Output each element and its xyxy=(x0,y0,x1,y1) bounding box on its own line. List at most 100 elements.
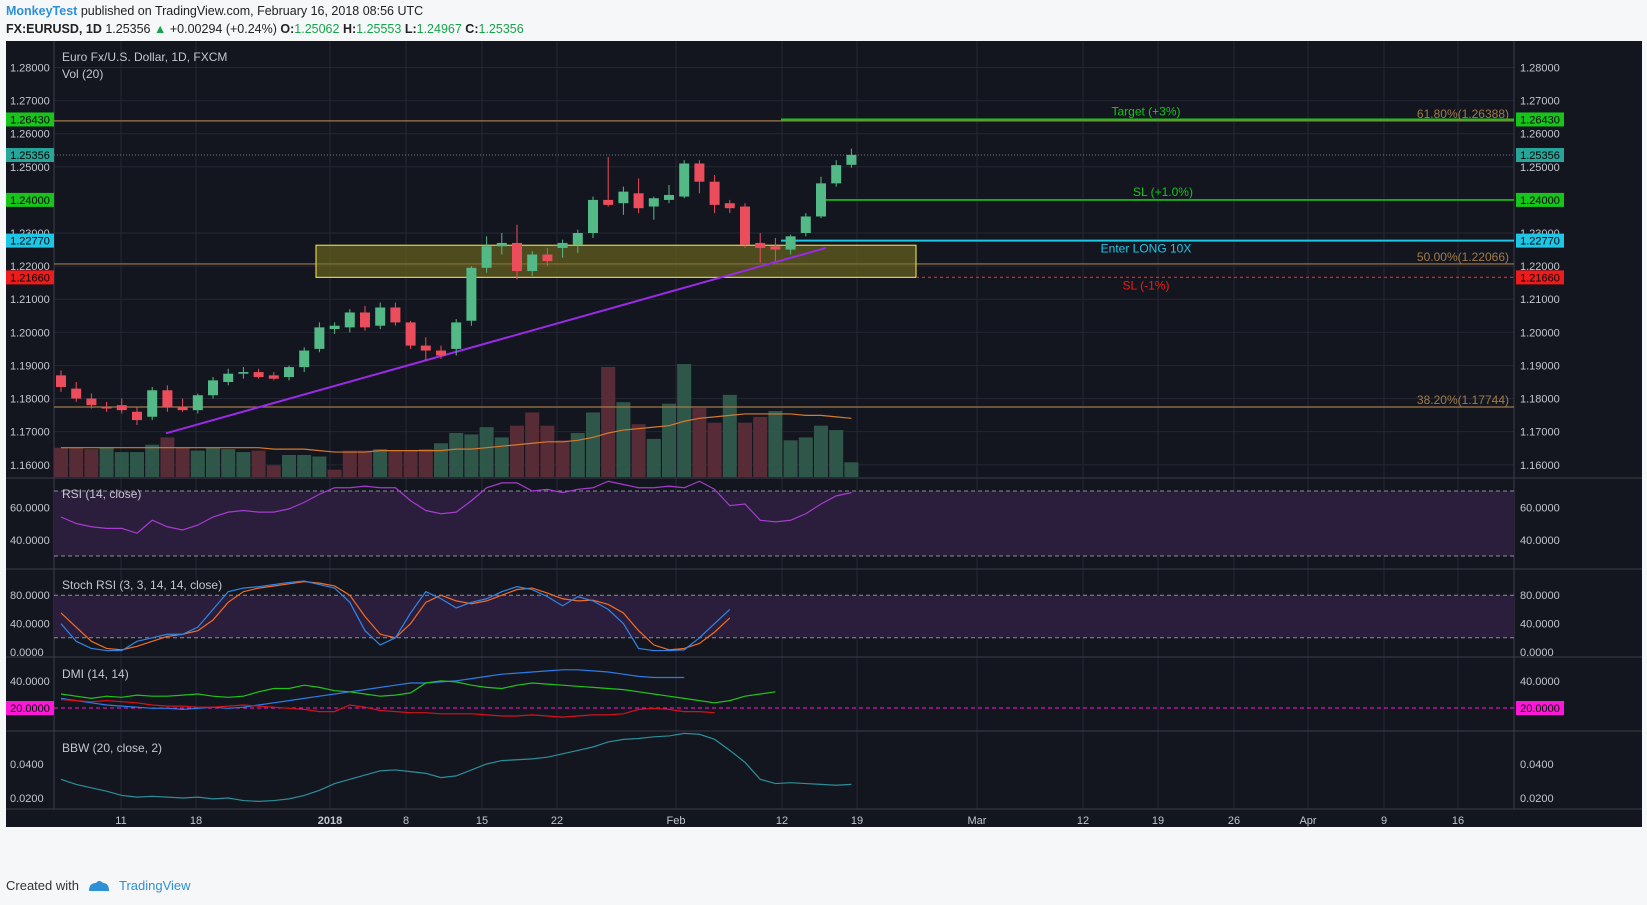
stoch-label: Stoch RSI (3, 3, 14, 14, close) xyxy=(62,578,222,592)
x-tick-label: 18 xyxy=(190,815,202,827)
x-tick-label: Apr xyxy=(1299,815,1316,827)
candle-body xyxy=(633,193,644,209)
candle-body xyxy=(192,395,203,411)
rsi-tick: 40.0000 xyxy=(1520,535,1560,547)
volume-bar xyxy=(616,402,631,477)
y-tick-label-left: 1.18000 xyxy=(10,394,50,406)
stoch-tick: 80.0000 xyxy=(1520,590,1560,602)
y-tick-label-right: 1.17000 xyxy=(1520,427,1560,439)
fib-50-label: 50.00%(1.22066) xyxy=(1417,250,1509,264)
symbol-name: FX:EURUSD, 1D xyxy=(6,22,102,36)
volume-bar xyxy=(753,416,768,477)
candle-body xyxy=(360,312,370,328)
buy-zone-rect xyxy=(315,244,917,278)
rsi-line xyxy=(60,480,852,534)
candle-body xyxy=(238,372,249,374)
candle-body xyxy=(664,194,674,200)
bbw-label: BBW (20, close, 2) xyxy=(62,741,162,755)
dmi-tick: 40.0000 xyxy=(1520,676,1560,688)
candle-body xyxy=(648,198,659,207)
volume-bar xyxy=(570,433,585,477)
volume-bar xyxy=(69,447,84,477)
volume-label: Vol (20) xyxy=(62,67,103,81)
open-label: O: xyxy=(280,22,295,36)
dmi-badge-right-text: 20.0000 xyxy=(1520,703,1560,715)
candle-body xyxy=(436,350,446,356)
y-tick-label-left: 1.22000 xyxy=(10,261,50,273)
footer: Created with TradingView xyxy=(6,878,191,893)
price-badge-right xyxy=(1516,112,1564,127)
dmi-plus-line xyxy=(60,680,776,704)
volume-bar xyxy=(646,438,661,477)
created-with-text: Created with xyxy=(6,878,79,893)
candle-body xyxy=(557,242,568,248)
volume-bar xyxy=(266,465,281,477)
x-tick-label: 19 xyxy=(1152,815,1164,827)
rsi-band xyxy=(54,491,1514,556)
volume-ma-line xyxy=(61,413,852,453)
candle-body xyxy=(618,191,629,204)
volume-bar xyxy=(738,422,752,477)
volume-bar xyxy=(631,424,646,477)
volume-bar xyxy=(388,450,403,477)
close-value: 1.25356 xyxy=(478,22,524,36)
last-price: 1.25356 xyxy=(105,22,151,36)
price-change: +0.00294 (+0.24%) xyxy=(169,22,277,36)
y-tick-label-right: 1.28000 xyxy=(1520,62,1560,74)
y-tick-label-right: 1.22000 xyxy=(1520,261,1560,273)
y-tick-label-right: 1.20000 xyxy=(1520,327,1560,339)
volume-bar xyxy=(403,450,418,477)
candle-body xyxy=(785,236,796,250)
y-tick-label-right: 1.18000 xyxy=(1520,394,1560,406)
low-label: L: xyxy=(404,22,417,36)
bbw-tick-left: 0.0400 xyxy=(10,759,44,771)
rsi-tick-left: 40.0000 xyxy=(10,535,50,547)
volume-bar xyxy=(464,434,479,477)
candle-body xyxy=(846,154,857,165)
volume-bar xyxy=(130,452,144,477)
x-tick-label: 9 xyxy=(1381,815,1387,827)
candle-body xyxy=(314,327,325,349)
candle-body xyxy=(831,165,842,184)
volume-bar xyxy=(662,403,676,477)
x-tick-label: 11 xyxy=(115,815,126,827)
x-tick-label: 16 xyxy=(1452,815,1464,827)
volume-bar xyxy=(829,430,844,477)
volume-bar xyxy=(160,437,175,477)
price-badge-left-text: 1.25356 xyxy=(10,150,50,162)
candle-body xyxy=(71,388,82,399)
tradingview-link[interactable]: TradingView xyxy=(118,878,191,893)
candle-body xyxy=(420,345,431,351)
price-badge-left xyxy=(6,270,54,285)
volume-bar xyxy=(844,462,859,477)
price-badge-right-text: 1.25356 xyxy=(1520,150,1560,162)
price-badge-right-text: 1.21660 xyxy=(1520,272,1560,284)
x-tick-label: Mar xyxy=(968,815,987,827)
candle-body xyxy=(709,181,720,205)
price-badge-left-text: 1.21660 xyxy=(10,272,50,284)
close-label: C: xyxy=(465,22,479,36)
stoch-tick: 0.0000 xyxy=(1520,647,1554,659)
candle-body xyxy=(694,163,705,182)
open-value: 1.25062 xyxy=(294,22,340,36)
price-badge-left xyxy=(6,148,54,163)
y-tick-label-right: 1.25000 xyxy=(1520,162,1560,174)
volume-bar xyxy=(175,447,190,477)
volume-bar xyxy=(494,437,509,477)
candle-body xyxy=(451,322,462,349)
stoch-band xyxy=(54,595,1514,638)
candle-body xyxy=(86,398,97,406)
author-link[interactable]: MonkeyTest xyxy=(6,4,78,18)
candle-body xyxy=(268,375,279,379)
volume-bar xyxy=(525,412,540,477)
x-tick-label: 12 xyxy=(776,815,788,827)
x-tick-label: Feb xyxy=(667,815,686,827)
volume-bar xyxy=(768,411,783,477)
candle-body xyxy=(816,183,826,217)
volume-bar xyxy=(190,450,205,477)
publish-text: published on TradingView.com, February 1… xyxy=(80,4,424,18)
chart-canvas[interactable]: 11 18 2018 8 15 22 Feb 12 19 Mar 12 19 26 Apr 9 16 1.160… xyxy=(6,41,1642,827)
volume-bar xyxy=(601,367,616,477)
y-tick-label-left: 1.16000 xyxy=(10,460,50,472)
candle-body xyxy=(375,307,386,326)
